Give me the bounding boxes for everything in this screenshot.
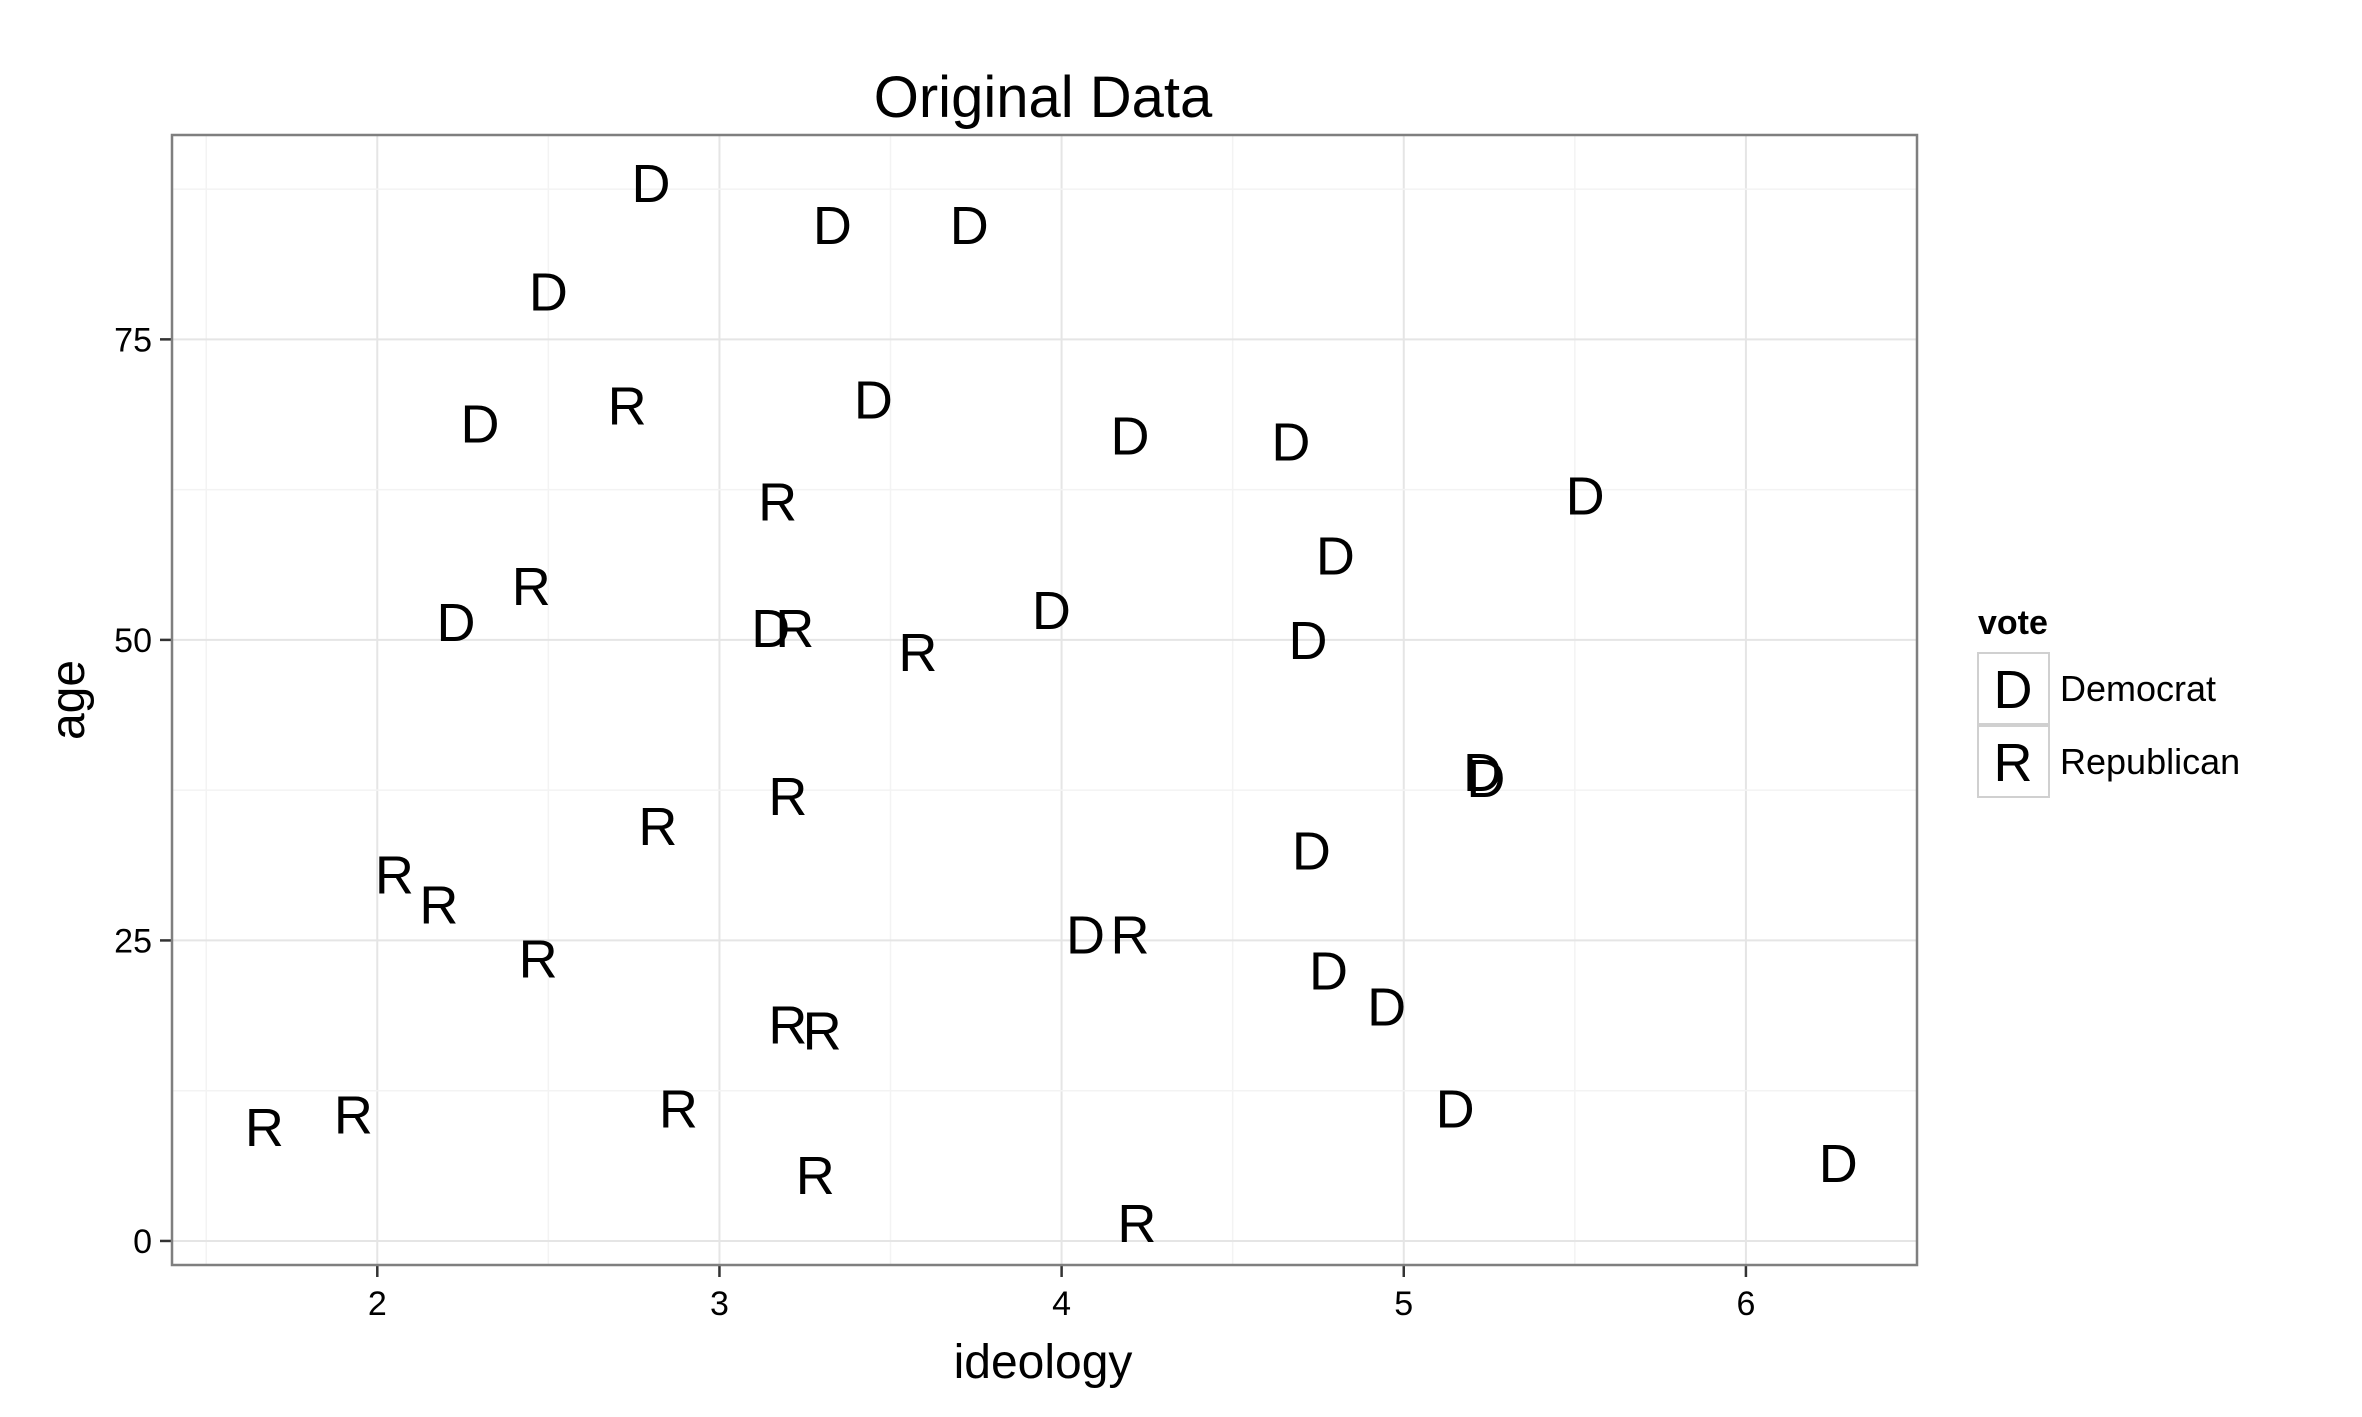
data-point-republican: R <box>1117 1194 1156 1254</box>
data-point-republican: R <box>512 557 551 617</box>
data-point-republican: R <box>519 929 558 989</box>
data-point-republican: R <box>775 599 814 659</box>
legend-key <box>1977 652 2050 725</box>
y-tick-label: 75 <box>114 321 152 359</box>
data-point-democrat: D <box>436 593 475 653</box>
data-point-democrat: D <box>1271 413 1310 473</box>
data-point-democrat: D <box>1288 611 1327 671</box>
chart-title: Original Data <box>874 65 1213 130</box>
y-axis-label: age <box>42 660 95 740</box>
data-point-republican: R <box>334 1086 373 1146</box>
data-point-democrat: D <box>1316 527 1355 587</box>
data-point-republican: R <box>375 845 414 905</box>
grid-lines <box>172 135 1918 1265</box>
y-tick-label: 0 <box>133 1223 152 1261</box>
axes: 2 3 4 5 6 0 25 50 75 <box>114 321 1755 1323</box>
data-point-democrat: D <box>1463 743 1502 803</box>
data-point-republican: R <box>768 996 807 1056</box>
data-point-democrat: D <box>1066 905 1105 965</box>
x-tick-label: 5 <box>1394 1285 1413 1323</box>
data-point-republican: R <box>638 797 677 857</box>
data-point-democrat: D <box>854 370 893 430</box>
data-point-republican: R <box>758 473 797 533</box>
plot-border <box>170 133 1919 1267</box>
data-point-republican: R <box>803 1002 842 1062</box>
data-point-democrat: D <box>529 262 568 322</box>
x-tick-label: 6 <box>1736 1285 1755 1323</box>
data-point-republican: R <box>245 1098 284 1158</box>
data-point-democrat: D <box>1309 941 1348 1001</box>
y-tick-label: 50 <box>114 622 152 660</box>
y-tick-label: 25 <box>114 922 152 960</box>
x-tick-label: 4 <box>1052 1285 1071 1323</box>
data-point-democrat: D <box>1436 1080 1475 1140</box>
legend-key <box>1977 725 2050 798</box>
legend: vote D Democrat R Republican <box>1977 604 2240 798</box>
x-tick-label: 3 <box>710 1285 729 1323</box>
data-point-democrat: D <box>1111 407 1150 467</box>
data-point-democrat: D <box>460 395 499 455</box>
data-point-republican: R <box>898 623 937 683</box>
data-point-republican: R <box>1111 905 1150 965</box>
legend-key-symbol: R <box>1994 733 2033 793</box>
data-point-democrat: D <box>1367 978 1406 1038</box>
legend-label: Republican <box>2060 741 2240 782</box>
data-point-democrat: D <box>1566 467 1605 527</box>
data-point-democrat: D <box>1292 821 1331 881</box>
legend-label: Democrat <box>2060 668 2216 709</box>
data-point-democrat: D <box>1032 581 1071 641</box>
plot-panel <box>172 135 1917 1265</box>
legend-title: vote <box>1978 604 2048 642</box>
legend-key-symbol: D <box>1994 660 2033 720</box>
legend-entries: D Democrat R Republican <box>1977 652 2240 798</box>
data-point-democrat: D <box>950 196 989 256</box>
x-axis-label: ideology <box>954 1336 1133 1389</box>
data-point-republican: R <box>768 767 807 827</box>
data-point-democrat: D <box>813 196 852 256</box>
data-point-democrat: D <box>1466 749 1505 809</box>
data-point-republican: R <box>608 376 647 436</box>
data-point-republican: R <box>796 1146 835 1206</box>
x-tick-label: 2 <box>368 1285 387 1323</box>
data-point-republican: R <box>659 1080 698 1140</box>
data-point-republican: R <box>419 875 458 935</box>
data-point-democrat: D <box>1819 1134 1858 1194</box>
data-point-democrat: D <box>751 599 790 659</box>
data-point-democrat: D <box>632 154 671 214</box>
